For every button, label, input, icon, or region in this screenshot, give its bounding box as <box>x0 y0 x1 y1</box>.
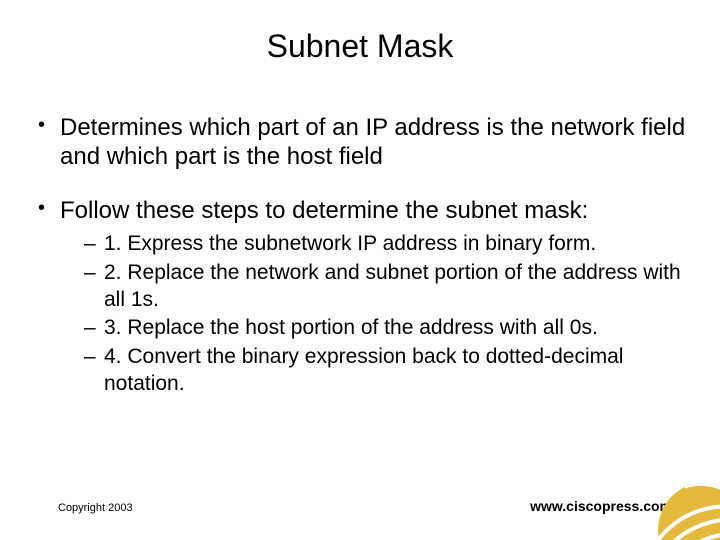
bullet-text: Follow these steps to determine the subn… <box>60 197 588 224</box>
sub-text: 2. Replace the network and subnet portio… <box>104 261 681 311</box>
sub-text: 3. Replace the host portion of the addre… <box>104 316 598 339</box>
url-text: www.ciscopress.com <box>530 498 672 514</box>
bullet-item-2: Follow these steps to determine the subn… <box>38 196 702 399</box>
sub-item-4: 4. Convert the binary expression back to… <box>84 344 702 398</box>
sub-item-1: 1. Express the subnetwork IP address in … <box>84 231 702 258</box>
bullet-item-1: Determines which part of an IP address i… <box>38 113 702 172</box>
sub-text: 4. Convert the binary expression back to… <box>104 345 623 395</box>
slide-container: Subnet Mask Determines which part of an … <box>0 0 720 540</box>
copyright-text: Copyright 2003 <box>58 502 133 514</box>
footer: Copyright 2003 www.ciscopress.com <box>0 498 720 514</box>
ciscopress-logo-icon <box>654 478 720 540</box>
sub-item-3: 3. Replace the host portion of the addre… <box>84 315 702 342</box>
sub-bullet-list: 1. Express the subnetwork IP address in … <box>60 231 702 398</box>
bullet-list: Determines which part of an IP address i… <box>18 113 702 398</box>
slide-title: Subnet Mask <box>18 28 702 65</box>
sub-text: 1. Express the subnetwork IP address in … <box>104 232 596 255</box>
bullet-text: Determines which part of an IP address i… <box>60 114 685 170</box>
sub-item-2: 2. Replace the network and subnet portio… <box>84 260 702 314</box>
